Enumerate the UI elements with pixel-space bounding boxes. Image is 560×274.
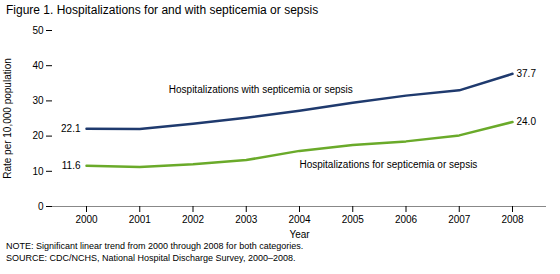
- svg-text:2008: 2008: [501, 214, 524, 225]
- svg-text:Rate per 10,000 population: Rate per 10,000 population: [2, 58, 13, 179]
- svg-text:10: 10: [32, 166, 44, 177]
- svg-text:2000: 2000: [75, 214, 98, 225]
- svg-text:Hospitalizations with septicem: Hospitalizations with septicemia or seps…: [169, 84, 353, 95]
- svg-text:30: 30: [32, 95, 44, 106]
- svg-text:20: 20: [32, 130, 44, 141]
- html-text:Figure 1. Hospitalizations for: Figure 1. Hospitalizations for and with …: [6, 3, 319, 17]
- svg-text:2006: 2006: [395, 214, 418, 225]
- svg-text:2002: 2002: [182, 214, 205, 225]
- svg-text:2005: 2005: [342, 214, 365, 225]
- svg-text:2007: 2007: [448, 214, 471, 225]
- svg-text:11.6: 11.6: [62, 160, 81, 171]
- html-text:NOTE: Significant linear trend: NOTE: Significant linear trend from 2000…: [6, 241, 304, 251]
- svg-text:22.1: 22.1: [61, 123, 81, 134]
- svg-text:0: 0: [38, 201, 44, 212]
- svg-text:2003: 2003: [235, 214, 258, 225]
- svg-text:2004: 2004: [288, 214, 311, 225]
- svg-text:40: 40: [32, 60, 44, 71]
- svg-text:50: 50: [32, 25, 44, 36]
- svg-text:24.0: 24.0: [517, 116, 537, 127]
- html-text:SOURCE: CDC/NCHS, National Hos: SOURCE: CDC/NCHS, National Hospital Disc…: [6, 253, 296, 263]
- svg-text:2001: 2001: [129, 214, 152, 225]
- svg-text:Year: Year: [289, 229, 310, 240]
- svg-text:37.7: 37.7: [517, 68, 537, 79]
- svg-text:Hospitalizations for septicemi: Hospitalizations for septicemia or sepsi…: [300, 159, 478, 170]
